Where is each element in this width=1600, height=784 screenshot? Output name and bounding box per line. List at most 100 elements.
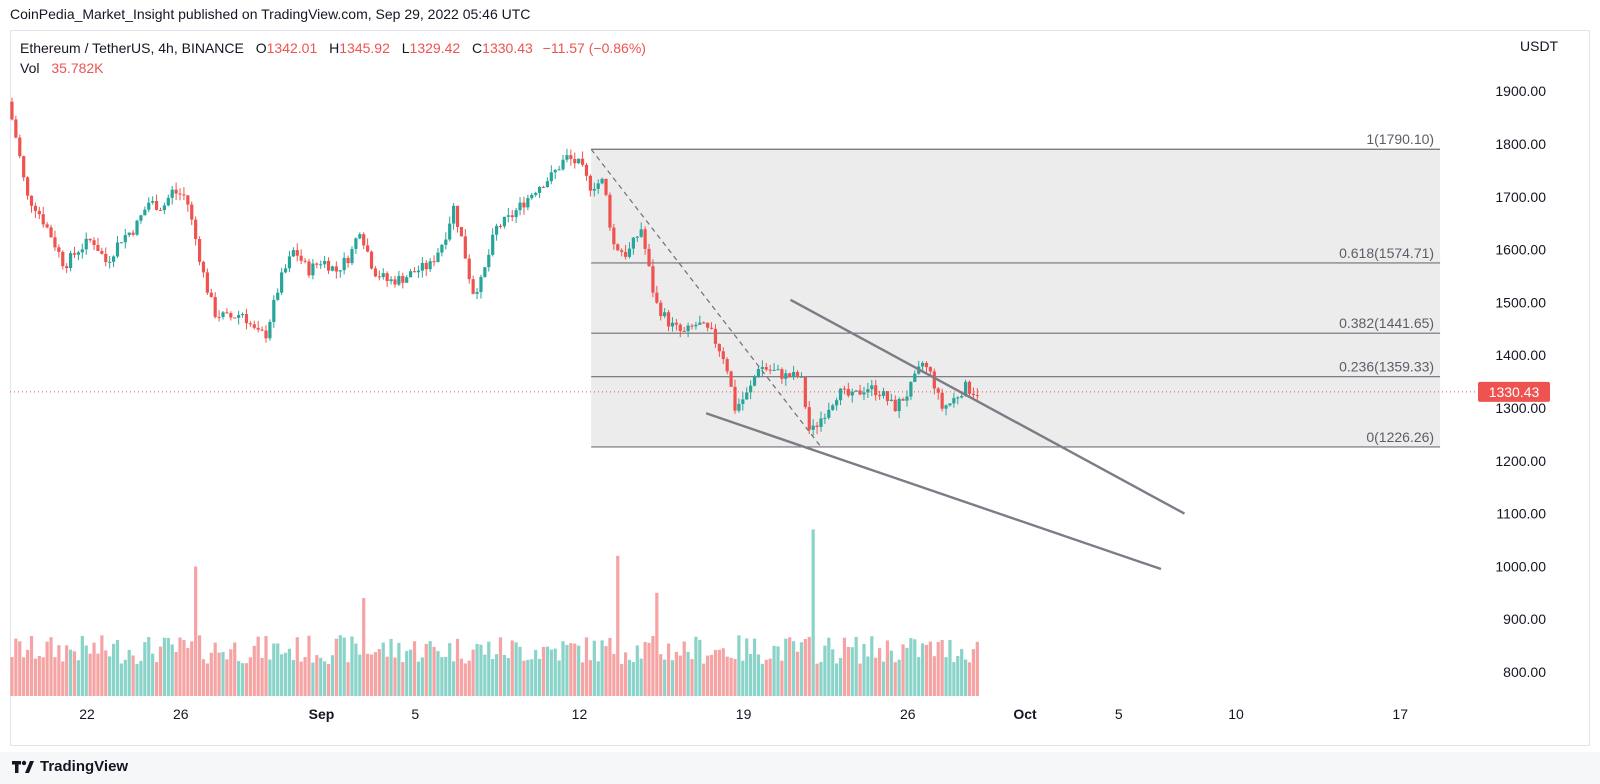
candle-body xyxy=(170,189,174,198)
candle-body xyxy=(440,244,444,253)
volume-bar xyxy=(22,657,26,696)
volume-bar xyxy=(14,638,18,696)
candle-body xyxy=(698,322,702,325)
candle-body xyxy=(784,373,788,379)
volume-bar xyxy=(283,652,288,696)
candle-body xyxy=(674,322,678,325)
candle-body xyxy=(319,264,323,266)
volume-bar xyxy=(510,640,514,696)
candle-body xyxy=(608,194,612,228)
volume-bar xyxy=(108,656,112,696)
candle-body xyxy=(409,271,413,278)
candle-body xyxy=(639,229,643,237)
volume-bar xyxy=(905,647,909,696)
candle-body xyxy=(819,418,823,427)
volume-bar xyxy=(600,640,604,696)
chart-legend: Ethereum / TetherUS, 4h, BINANCE O1342.0… xyxy=(20,38,646,78)
candle-body xyxy=(752,376,757,386)
candle-body xyxy=(68,253,73,269)
candle-body xyxy=(878,395,882,397)
volume-bar xyxy=(596,661,600,696)
volume-bar xyxy=(244,663,249,696)
volume-bar xyxy=(741,660,745,696)
candle-body xyxy=(115,242,120,257)
candle-body xyxy=(330,266,335,271)
candle-body xyxy=(580,158,585,165)
volume-bar xyxy=(522,660,526,696)
volume-bar xyxy=(315,655,319,696)
volume-bar xyxy=(733,658,737,696)
candle-body xyxy=(29,195,34,206)
candle-body xyxy=(123,235,127,243)
volume-bar xyxy=(831,649,835,696)
volume-bar xyxy=(369,654,374,696)
volume-bar xyxy=(725,656,729,696)
volume-bar xyxy=(780,660,784,696)
volume-bar xyxy=(18,641,22,696)
candle-body xyxy=(326,260,331,271)
candle-body xyxy=(780,369,784,379)
candle-body xyxy=(260,329,264,331)
volume-bar xyxy=(401,662,405,696)
candle-body xyxy=(127,232,131,236)
candle-body xyxy=(53,237,57,248)
high-value: 1345.92 xyxy=(339,40,390,56)
x-tick-label: Sep xyxy=(309,706,335,722)
candle-body xyxy=(139,215,143,221)
volume-bar xyxy=(115,639,120,696)
volume-bar xyxy=(815,663,819,696)
volume-bar xyxy=(760,663,764,696)
candle-body xyxy=(858,390,862,395)
candle-body xyxy=(436,252,440,262)
volume-bar xyxy=(756,654,761,696)
candles xyxy=(10,97,979,436)
candle-body xyxy=(448,223,452,240)
last-price-tag xyxy=(1478,381,1550,402)
volume-bar xyxy=(909,638,913,696)
volume-bar xyxy=(123,659,127,696)
volume-bar xyxy=(334,638,338,696)
candle-body xyxy=(65,266,69,269)
volume-bar xyxy=(459,658,464,696)
volume-bar xyxy=(827,637,831,696)
candle-body xyxy=(940,392,944,409)
candle-body xyxy=(901,399,905,401)
candle-body xyxy=(561,159,565,170)
volume-bar xyxy=(205,663,209,696)
candle-body xyxy=(506,215,510,217)
tradingview-logo[interactable]: TradingView xyxy=(12,758,128,775)
candle-body xyxy=(389,279,393,282)
symbol-info[interactable]: Ethereum / TetherUS, 4h, BINANCE xyxy=(20,40,244,56)
candle-body xyxy=(295,250,299,256)
fibonacci-retracement[interactable]: 1(1790.10) 0.618(1574.71) 0.382(1441.65) 0.… xyxy=(591,131,1441,448)
candle-body xyxy=(244,314,249,324)
change-value: −11.57 (−0.86%) xyxy=(542,40,646,56)
volume-label[interactable]: Vol xyxy=(20,60,40,76)
candle-body xyxy=(432,261,436,263)
volume-bar xyxy=(319,657,323,696)
volume-bar xyxy=(526,659,530,696)
candle-body xyxy=(463,236,467,259)
candle-body xyxy=(143,209,147,216)
candle-body xyxy=(651,266,655,293)
candle-body xyxy=(788,373,792,378)
candle-body xyxy=(37,210,41,215)
candle-body xyxy=(530,194,534,199)
y-tick-label: 1700.00 xyxy=(1495,189,1546,205)
volume-bar xyxy=(311,662,315,696)
volume-bar xyxy=(627,659,632,696)
currency-label[interactable]: USDT xyxy=(1520,38,1559,54)
candle-body xyxy=(108,261,112,263)
candle-body xyxy=(166,197,170,206)
candle-body xyxy=(745,392,749,400)
volume-bar xyxy=(170,644,174,696)
candle-body xyxy=(276,292,280,300)
volume-bar xyxy=(952,662,956,696)
volume-bar xyxy=(10,656,14,696)
volume-bar xyxy=(178,637,182,696)
candle-body xyxy=(881,391,886,396)
volume-bar xyxy=(881,661,886,696)
volume-bar xyxy=(608,637,612,696)
trend-lines[interactable] xyxy=(590,148,1186,571)
